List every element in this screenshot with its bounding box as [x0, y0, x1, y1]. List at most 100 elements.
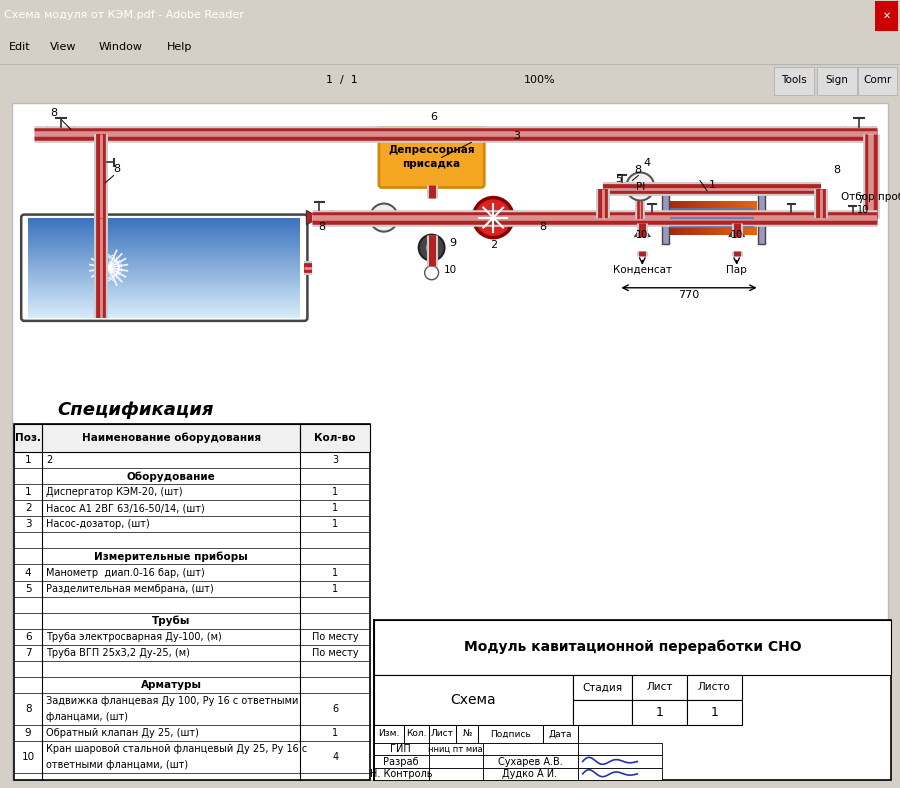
Text: Сухарев А.В.: Сухарев А.В. [498, 756, 562, 767]
Text: 1: 1 [25, 455, 32, 465]
Text: №: № [463, 730, 473, 738]
Polygon shape [780, 211, 791, 224]
Text: 1: 1 [332, 567, 338, 578]
Bar [28, 243, 301, 244]
Bar [743, 201, 744, 235]
Polygon shape [306, 210, 319, 225]
Bar [28, 268, 301, 269]
Bar [690, 201, 691, 235]
Text: ✕: ✕ [882, 10, 891, 20]
Bar [681, 201, 682, 235]
Bar [684, 201, 685, 235]
Bar [753, 201, 754, 235]
Bar [858, 66, 897, 95]
Bar [28, 236, 301, 238]
Bar [691, 201, 692, 235]
Bar [28, 304, 301, 305]
Bar [28, 287, 301, 288]
Text: Листо: Листо [698, 682, 731, 693]
Polygon shape [729, 212, 744, 222]
Bar [28, 297, 301, 298]
Bar [483, 756, 578, 768]
Bar [28, 231, 301, 232]
Text: Пар: Пар [726, 265, 747, 275]
Text: Кран шаровой стальной фланцевый Ду 25, Ру 16 с: Кран шаровой стальной фланцевый Ду 25, Р… [46, 744, 307, 754]
Bar [710, 201, 711, 235]
Bar [725, 201, 727, 235]
Bar [28, 233, 301, 235]
Bar [404, 725, 428, 743]
Bar [817, 66, 857, 95]
Bar [678, 201, 680, 235]
Text: Edit: Edit [9, 43, 31, 52]
Bar [478, 725, 543, 743]
Bar [687, 675, 742, 700]
Bar [700, 201, 701, 235]
Text: View: View [50, 43, 76, 52]
Text: Манометр  диап.0-16 бар, (шт): Манометр диап.0-16 бар, (шт) [46, 567, 205, 578]
Bar [756, 201, 757, 235]
Text: 10: 10 [444, 265, 456, 275]
Bar [374, 756, 428, 768]
Text: Подпись: Подпись [491, 730, 531, 738]
Bar [750, 201, 751, 235]
Text: Труба ВГП 25х3,2 Ду-25, (м): Труба ВГП 25х3,2 Ду-25, (м) [46, 648, 190, 658]
Text: Кол-во: Кол-во [314, 433, 356, 443]
Bar [28, 247, 301, 249]
Bar [709, 201, 710, 235]
Bar [572, 675, 633, 700]
Bar [685, 201, 686, 235]
Text: Sign: Sign [825, 75, 849, 85]
Bar [28, 225, 301, 227]
Text: 5: 5 [616, 173, 623, 184]
Text: Дата: Дата [549, 730, 572, 738]
Bar [28, 224, 301, 225]
Bar [723, 201, 724, 235]
Text: 8: 8 [634, 165, 642, 176]
Bar [697, 201, 698, 235]
Bar [28, 232, 301, 233]
Bar [28, 260, 301, 261]
Bar [687, 201, 688, 235]
Bar [702, 201, 703, 235]
Bar [662, 191, 669, 243]
Bar [28, 250, 301, 251]
Text: 1  /  1: 1 / 1 [326, 75, 358, 85]
Bar [28, 284, 301, 286]
Text: 1: 1 [332, 504, 338, 513]
Bar [428, 756, 483, 768]
Bar [28, 299, 301, 301]
Bar [28, 265, 301, 266]
Bar [28, 220, 301, 221]
Text: Н. Контроль: Н. Контроль [370, 769, 432, 779]
Bar [875, 2, 898, 31]
Text: Конденсат: Конденсат [613, 265, 671, 275]
Bar [677, 201, 678, 235]
Bar [706, 201, 708, 235]
Text: Спецификация: Спецификация [58, 401, 213, 419]
Bar [374, 768, 428, 780]
Bar [699, 201, 700, 235]
Bar [28, 290, 301, 291]
Text: 6: 6 [25, 632, 32, 641]
Bar [28, 292, 301, 293]
Text: Диспергатор КЭМ-20, (шт): Диспергатор КЭМ-20, (шт) [46, 487, 183, 497]
Bar [696, 201, 697, 235]
Bar [741, 201, 742, 235]
Bar [752, 201, 753, 235]
Text: 8: 8 [113, 165, 121, 174]
Circle shape [473, 198, 513, 238]
Bar [670, 201, 671, 235]
Bar [703, 201, 704, 235]
Bar [754, 201, 756, 235]
Polygon shape [729, 225, 744, 236]
Text: 1: 1 [25, 487, 32, 497]
Polygon shape [47, 127, 61, 142]
Bar [721, 201, 722, 235]
Text: 1: 1 [332, 728, 338, 738]
Text: Поз.: Поз. [15, 433, 41, 443]
Bar [28, 294, 301, 295]
Bar [744, 201, 745, 235]
Polygon shape [791, 211, 802, 224]
Text: 1: 1 [656, 706, 663, 719]
